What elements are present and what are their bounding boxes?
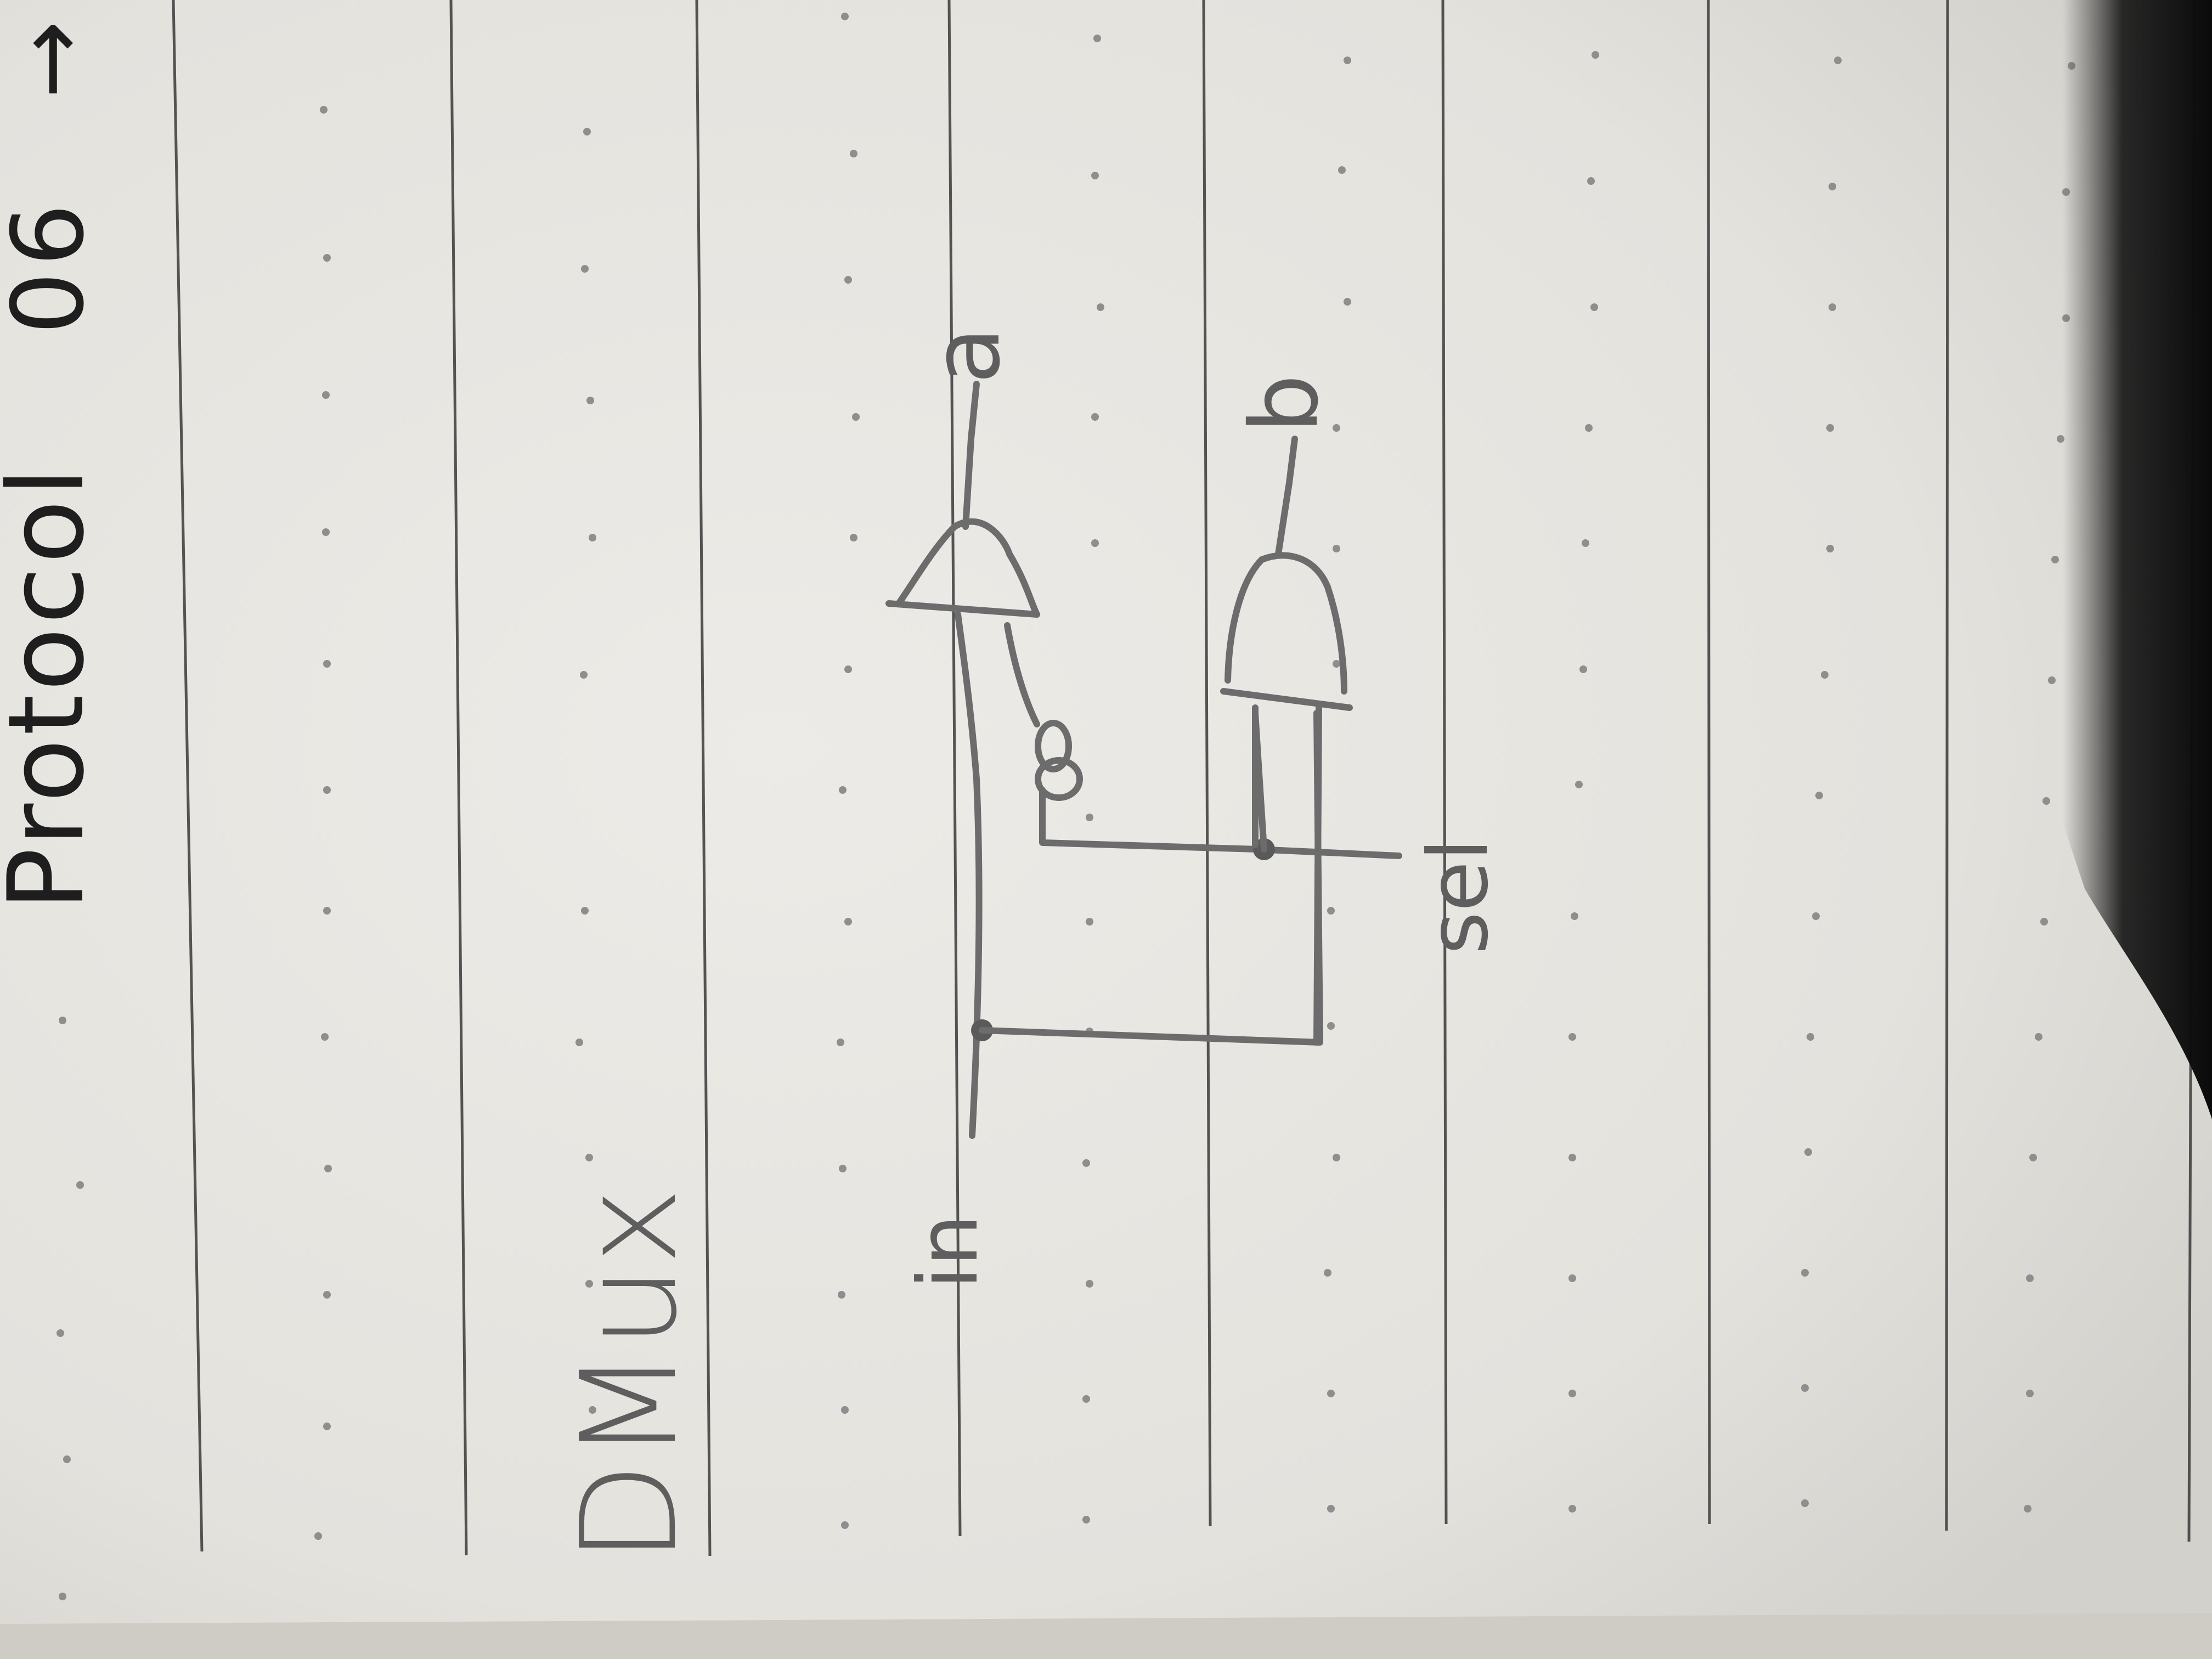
and-gate-b-base [1220,688,1353,711]
gate-b-input-line [1313,704,1322,1046]
diagram-title-group: DMux [552,1187,706,1564]
inverter-bubble [1035,757,1083,801]
gate-a-not-wire [1004,622,1040,727]
output-b-label: b [1231,374,1339,433]
select-label: sel [1411,838,1506,955]
gate-b-output-wire [1275,436,1298,557]
select-label-group: sel [1411,838,1506,955]
header-word: Protocol [0,464,107,911]
output-a-label-group: a [912,327,1021,384]
and-gate-b [1224,552,1347,695]
output-a-label: a [912,327,1021,384]
diagram-title: DMux [552,1187,706,1564]
header: Protocol 06 → [0,21,107,911]
ruled-line [695,0,712,1556]
sel-wire [1039,787,1402,859]
notebook-edge [0,1613,2212,1659]
input-wire [955,611,983,1139]
and-gate-a-base [885,600,1040,618]
dmux-circuit [885,381,1402,1139]
ruled-line [449,0,468,1556]
header-arrow-icon: → [0,21,105,99]
input-label-group: in [901,1214,996,1289]
and-gate-a [895,518,1040,618]
inverter-bubble [1035,720,1072,772]
ruled-line [172,0,204,1552]
ruled-line [1707,0,1711,1525]
input-label: in [901,1214,996,1289]
ruled-line [947,0,962,1537]
output-b-label-group: b [1231,374,1339,433]
dot-grid [57,13,2075,1600]
ruled-line [1441,0,1448,1525]
header-number: 06 [0,198,106,335]
ruled-line [1945,0,1949,1531]
ruled-line [1202,0,1212,1527]
gate-a-output-wire [962,381,980,530]
edge-shadow [2063,0,2212,1119]
